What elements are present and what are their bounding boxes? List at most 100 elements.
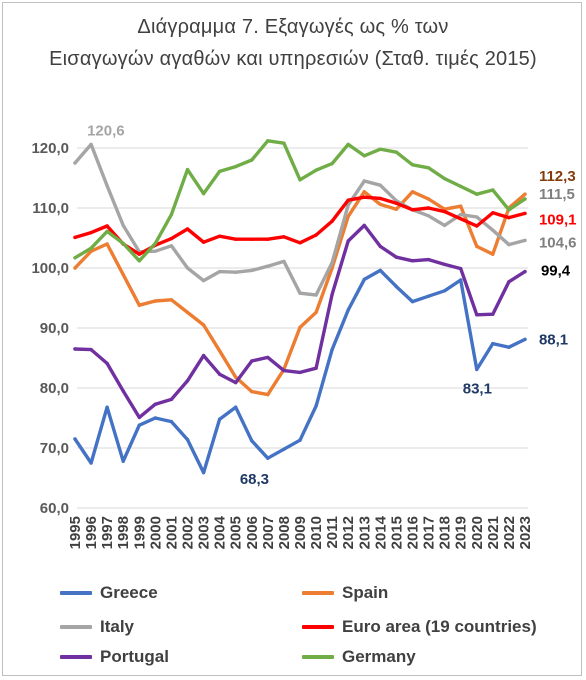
data-point-portugal (491, 312, 495, 316)
data-point-germany (105, 229, 109, 234)
data-point-euro-area-19-countries (523, 211, 527, 216)
data-point-spain (185, 310, 190, 315)
data-point-portugal (153, 402, 158, 406)
data-point-greece (153, 416, 158, 420)
data-point-spain (523, 192, 527, 196)
data-point-spain (458, 204, 463, 208)
x-tick-label: 2021 (485, 516, 502, 549)
data-point-spain (378, 202, 383, 207)
x-tick-label: 1997 (99, 516, 116, 549)
data-point-germany (410, 163, 415, 167)
x-tick-label: 2004 (212, 515, 229, 549)
data-point-euro-area-19-countries (475, 224, 479, 228)
data-point-spain (217, 349, 222, 353)
data-point-portugal (137, 415, 141, 420)
data-point-portugal (73, 347, 77, 351)
data-point-portugal (330, 292, 334, 297)
data-point-euro-area-19-countries (507, 215, 511, 220)
data-point-spain (314, 310, 318, 315)
data-point-germany (523, 197, 527, 201)
legend-swatch-germany (302, 655, 334, 659)
x-tick-label: 2014 (372, 515, 389, 549)
x-tick-label: 2001 (163, 516, 180, 549)
data-point-greece (298, 438, 302, 442)
data-point-euro-area-19-countries (330, 219, 334, 223)
data-point-germany (73, 256, 77, 260)
x-tick-label: 2003 (196, 516, 213, 549)
data-point-italy (266, 264, 270, 268)
y-tick-label: 80,0 (40, 380, 69, 397)
legend-item-germany: Germany (302, 646, 416, 668)
data-point-greece (73, 437, 77, 441)
data-point-greece (410, 299, 415, 304)
x-tick-label: 2022 (501, 516, 518, 549)
legend-label-italy: Italy (100, 617, 135, 636)
data-point-germany (250, 158, 254, 162)
data-point-italy (346, 203, 350, 207)
x-tick-label: 1998 (115, 516, 132, 549)
data-point-portugal (458, 266, 463, 271)
x-tick-label: 2009 (292, 516, 309, 549)
data-point-italy (89, 142, 93, 147)
data-point-portugal (121, 389, 125, 393)
data-point-germany (394, 150, 399, 154)
data-point-germany (234, 164, 238, 169)
data-point-euro-area-19-countries (282, 235, 286, 239)
data-label: 120,6 (87, 122, 125, 139)
data-point-greece (137, 423, 141, 427)
legend-item-greece: Greece (60, 582, 158, 604)
data-point-germany (378, 147, 383, 151)
data-point-greece (217, 417, 222, 421)
y-tick-label: 60,0 (40, 500, 69, 517)
data-point-portugal (442, 262, 447, 267)
data-point-spain (234, 375, 238, 379)
data-point-spain (362, 190, 366, 194)
data-point-euro-area-19-countries (234, 237, 238, 241)
data-point-spain (169, 298, 174, 302)
data-label: 111,5 (539, 186, 575, 203)
data-point-euro-area-19-countries (201, 240, 206, 244)
data-point-greece (394, 284, 399, 289)
data-point-portugal (185, 379, 190, 383)
data-point-germany (330, 161, 334, 166)
data-point-italy (234, 270, 238, 274)
data-point-portugal (298, 370, 302, 375)
data-point-italy (491, 228, 495, 232)
data-point-germany (491, 188, 495, 192)
data-point-greece (523, 337, 527, 342)
data-point-germany (266, 139, 270, 143)
data-point-italy (330, 260, 334, 265)
data-point-greece (491, 341, 495, 346)
data-point-euro-area-19-countries (314, 233, 318, 237)
data-label: 99,4 (541, 263, 571, 280)
data-point-germany (282, 141, 286, 145)
data-label: 109,1 (539, 211, 577, 228)
data-point-greece (250, 439, 254, 443)
data-point-euro-area-19-countries (185, 227, 190, 231)
data-point-germany (153, 241, 158, 246)
data-point-portugal (314, 366, 318, 370)
x-tick-label: 2005 (228, 516, 245, 549)
data-point-germany (314, 168, 318, 172)
data-point-greece (185, 437, 190, 442)
data-point-spain (121, 272, 125, 277)
data-point-portugal (266, 355, 270, 360)
data-point-italy (201, 278, 206, 283)
data-point-euro-area-19-countries (362, 195, 366, 199)
data-point-italy (378, 183, 383, 187)
data-point-italy (475, 215, 479, 219)
data-point-euro-area-19-countries (105, 224, 109, 228)
data-point-spain (105, 242, 109, 246)
data-point-germany (298, 178, 302, 182)
data-point-italy (105, 184, 109, 188)
series-line-italy (73, 142, 527, 297)
legend-swatch-spain (302, 591, 334, 595)
legend-label-germany: Germany (342, 647, 416, 666)
data-point-portugal (378, 244, 383, 249)
data-point-greece (378, 268, 383, 273)
x-tick-label: 1996 (83, 516, 100, 549)
data-point-italy (185, 266, 190, 270)
data-point-portugal (169, 397, 174, 402)
data-point-greece (442, 289, 447, 293)
data-point-italy (153, 249, 158, 253)
